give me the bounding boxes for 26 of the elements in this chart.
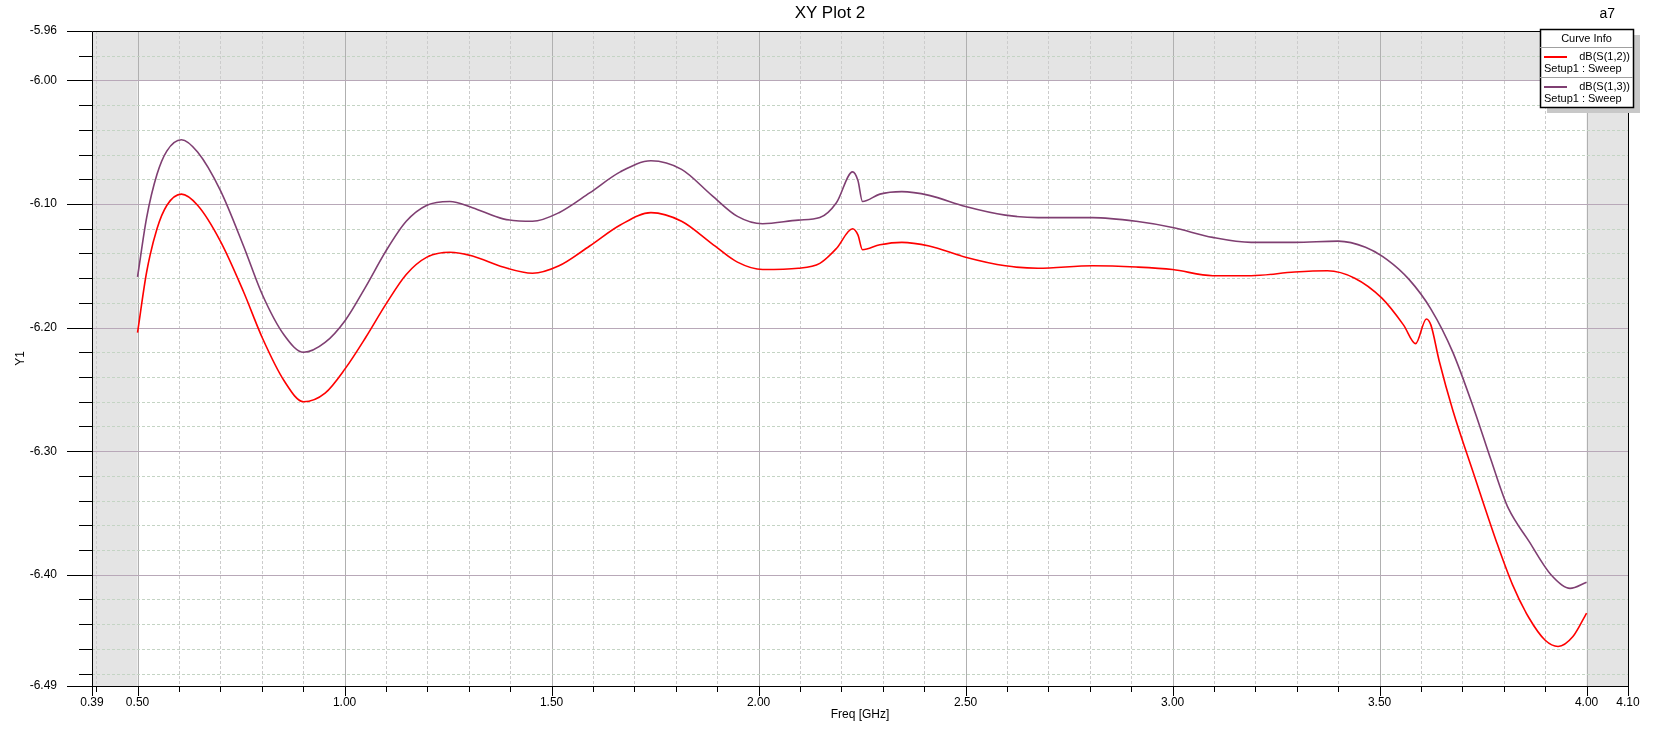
x-tick-label: 0.50 xyxy=(125,694,150,709)
text: a7 xyxy=(1599,4,1616,21)
x-tick-label: 2.00 xyxy=(746,694,771,709)
x-tick-label: 0.39 xyxy=(80,694,104,709)
y-tick-label: -5.96 xyxy=(29,23,58,38)
x-tick-label: 1.00 xyxy=(332,694,357,709)
x-tick-label: 3.50 xyxy=(1367,694,1392,709)
x-tick-label: 2.50 xyxy=(953,694,978,709)
x-tick-label: 1.50 xyxy=(539,694,564,709)
x-tick-label: 3.00 xyxy=(1160,694,1185,709)
legend-label: dB(S(1,2)) Setup1 : Sweep xyxy=(1544,50,1630,75)
y-tick-label: -6.40 xyxy=(29,567,58,582)
y-axis-title: Y1 xyxy=(12,350,27,366)
x-tick-label: 4.10 xyxy=(1616,694,1640,709)
y-tick-label: -6.00 xyxy=(29,72,58,87)
line-series xyxy=(136,193,1588,648)
y-tick-label: -6.30 xyxy=(29,443,58,458)
y-tick-label: -6.49 xyxy=(29,678,58,693)
x-axis-title: Freq [GHz] xyxy=(830,707,890,722)
y-tick-label: -6.20 xyxy=(29,319,58,334)
legend-title: Curve Info xyxy=(1561,32,1612,45)
chart-title: XY Plot 2 xyxy=(794,2,866,22)
y-tick-label: -6.10 xyxy=(29,196,58,211)
line-series xyxy=(136,138,1588,590)
legend-label: dB(S(1,3)) Setup1 : Sweep xyxy=(1544,80,1630,105)
x-tick-label: 4.00 xyxy=(1574,694,1599,709)
